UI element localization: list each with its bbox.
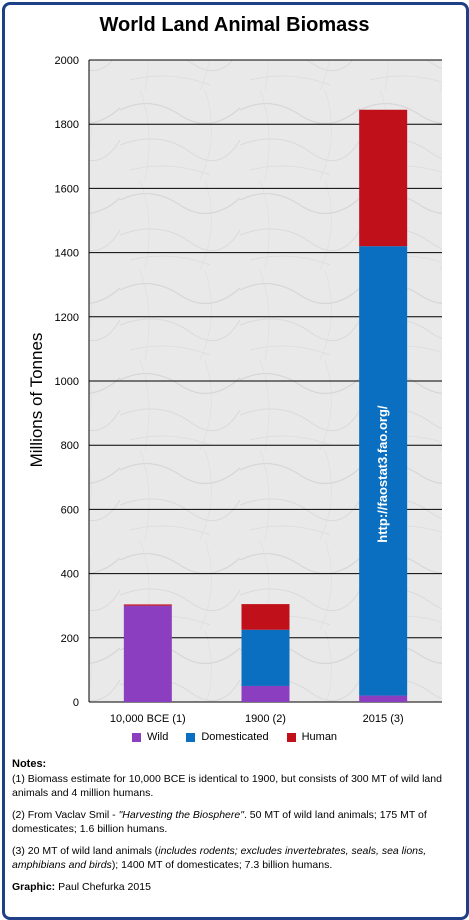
legend-label: Domesticated [201, 731, 269, 743]
bar-human-1 [241, 604, 290, 630]
chart-plot: 0 200 400 600 800 1000 1200 1400 1600 1800 2000 10… [55, 55, 442, 725]
y-tick-label: 1600 [55, 183, 79, 195]
y-tick-label: 0 [73, 697, 79, 709]
y-tick-label: 200 [61, 633, 79, 645]
legend-swatch [131, 732, 141, 742]
legend-swatch [286, 732, 296, 742]
bar-wild-0 [123, 605, 172, 702]
notes-title: Notes: [12, 758, 47, 770]
note-3-prefix: (3) 20 MT of wild land animals ( [12, 845, 159, 857]
source-annotation: http://faostat3.fao.org/ [375, 405, 390, 543]
x-category-label: 1900 (2) [245, 713, 286, 725]
x-category-label: 10,000 BCE (1) [110, 713, 186, 725]
legend-item-human: Human [286, 731, 338, 743]
note-3-rest: ); 1400 MT of domesticates; 7.3 billion … [111, 859, 333, 871]
note-2-book: "Harvesting the Biosphere" [118, 809, 244, 821]
y-tick-label: 600 [61, 504, 79, 516]
legend: Wild Domesticated Human [0, 731, 469, 743]
note-2: (2) From Vaclav Smil - "Harvesting the B… [12, 808, 458, 836]
bar-domesticated-1 [241, 629, 290, 686]
legend-item-wild: Wild [131, 731, 169, 743]
bar-domesticated-2 [359, 246, 408, 696]
note-3-italic: includes rodents; excludes invertebrates… [12, 845, 427, 871]
y-tick-label: 1000 [55, 376, 79, 388]
credit-label: Graphic: [12, 881, 56, 893]
bar-wild-2 [359, 695, 408, 702]
y-tick-label: 1400 [55, 248, 79, 260]
note-2-prefix: (2) From Vaclav Smil - [12, 809, 119, 821]
credit: Graphic: Paul Chefurka 2015 [12, 880, 458, 894]
note-1: (1) Biomass estimate for 10,000 BCE is i… [12, 773, 442, 799]
note-3: (3) 20 MT of wild land animals (includes… [12, 844, 458, 872]
y-tick-label: 1200 [55, 312, 79, 324]
legend-swatch [186, 732, 196, 742]
legend-item-domesticated: Domesticated [186, 731, 269, 743]
y-tick-label: 1800 [55, 119, 79, 131]
y-tick-label: 400 [61, 569, 79, 581]
bar-wild-1 [241, 685, 290, 702]
legend-label: Wild [146, 731, 169, 743]
x-category-label: 2015 (3) [363, 713, 404, 725]
y-tick-label: 2000 [55, 55, 79, 67]
credit-name: Paul Chefurka 2015 [55, 881, 151, 893]
bar-human-0 [123, 604, 172, 606]
chart-title: World Land Animal Biomass [99, 14, 370, 36]
legend-label: Human [301, 731, 338, 743]
bar-human-2 [359, 109, 408, 247]
notes-section: Notes: (1) Biomass estimate for 10,000 B… [12, 757, 458, 894]
note-2-rest: . 50 MT of wild land animals; 175 MT of … [12, 809, 427, 835]
y-tick-label: 800 [61, 440, 79, 452]
